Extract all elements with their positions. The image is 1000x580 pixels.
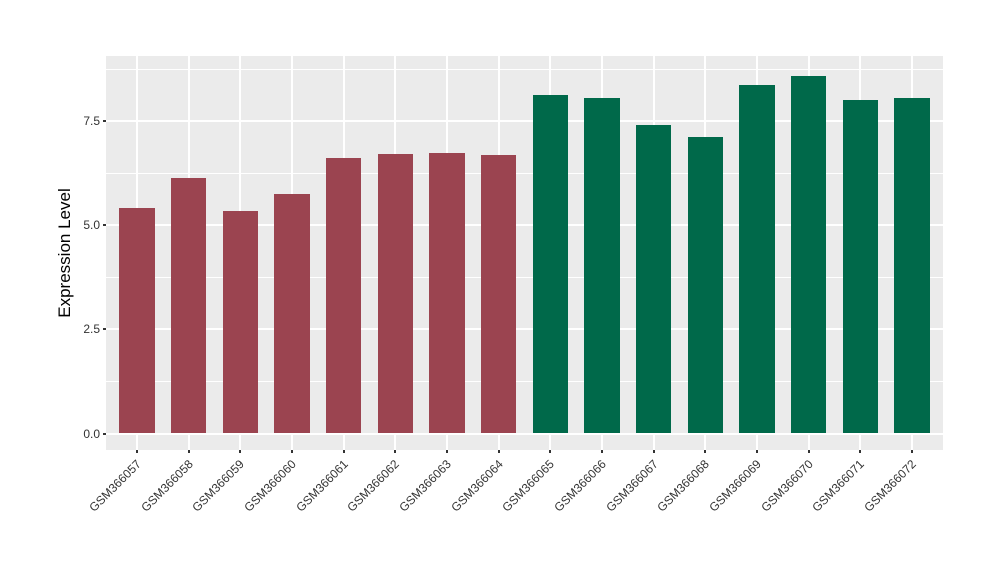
bar-GSM366062 <box>377 154 413 434</box>
x-tick-mark <box>187 450 190 453</box>
x-tick-mark <box>756 450 758 453</box>
y-tick-mark <box>103 224 106 227</box>
x-tick-mark <box>446 450 448 453</box>
x-tick-mark <box>239 450 242 453</box>
minor-gridline <box>106 172 943 174</box>
bar-GSM366072 <box>894 98 930 434</box>
x-tick-mark <box>136 450 138 453</box>
x-tick-mark <box>342 450 345 453</box>
x-tick-mark <box>291 450 293 453</box>
bar-GSM366058 <box>171 178 207 434</box>
bar-GSM366070 <box>791 75 827 434</box>
x-tick-mark <box>394 450 397 453</box>
y-tick-mark <box>103 432 106 435</box>
bar-GSM366065 <box>532 95 568 434</box>
bar-GSM366063 <box>429 152 465 434</box>
plot-panel <box>106 56 943 450</box>
minor-gridline <box>106 68 943 70</box>
x-tick-mark <box>704 450 707 453</box>
x-tick-mark <box>807 450 810 453</box>
x-tick-label-GSM366072: GSM366072 <box>861 457 919 515</box>
bar-GSM366071 <box>842 99 878 434</box>
major-gridline <box>106 328 943 331</box>
bar-GSM366057 <box>119 207 155 434</box>
major-gridline <box>106 120 943 123</box>
x-tick-mark <box>601 450 603 453</box>
y-tick-label: 7.5 <box>83 114 100 129</box>
major-gridline <box>106 224 943 227</box>
x-tick-mark <box>859 450 862 453</box>
x-tick-mark <box>652 450 655 453</box>
y-tick-mark <box>103 120 106 123</box>
bar-GSM366061 <box>326 157 362 434</box>
y-tick-mark <box>103 328 106 331</box>
bar-GSM366060 <box>274 193 310 434</box>
x-tick-mark <box>549 450 552 453</box>
bar-GSM366059 <box>222 210 258 434</box>
major-gridline <box>106 432 943 435</box>
y-tick-label: 2.5 <box>83 322 100 337</box>
bar-GSM366066 <box>584 98 620 434</box>
bar-GSM366069 <box>739 84 775 434</box>
x-tick-mark <box>497 450 500 453</box>
bar-GSM366068 <box>687 136 723 434</box>
bar-GSM366067 <box>636 125 672 434</box>
x-tick-mark <box>911 450 913 453</box>
minor-gridline <box>106 380 943 382</box>
minor-gridline <box>106 276 943 278</box>
y-tick-label: 5.0 <box>83 218 100 233</box>
y-tick-label: 0.0 <box>83 426 100 441</box>
y-axis-title: Expression Level <box>55 188 74 318</box>
bar-GSM366064 <box>481 155 517 434</box>
